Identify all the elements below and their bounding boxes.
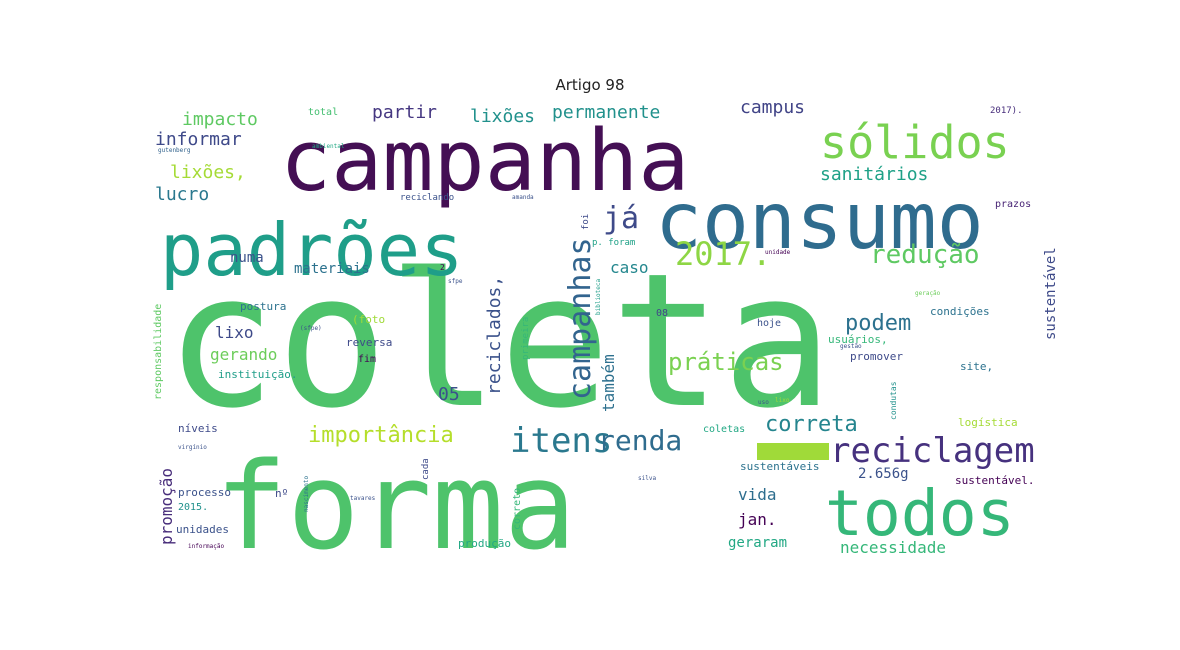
word-90: amanda bbox=[512, 194, 534, 201]
word-39: necessidade bbox=[840, 538, 946, 557]
word-35: 05 bbox=[438, 384, 460, 405]
word-66: gestão bbox=[840, 343, 862, 350]
word-80: sustentável. bbox=[955, 474, 1034, 487]
word-58: (sfpe) bbox=[300, 325, 322, 332]
word-45: ambiental bbox=[312, 143, 345, 150]
word-12: 2017. bbox=[675, 235, 771, 273]
word-9: renda bbox=[598, 424, 682, 457]
word-81: nº bbox=[275, 487, 288, 500]
word-57: (foto bbox=[352, 313, 385, 326]
word-40: 2.656g bbox=[858, 466, 909, 482]
word-42: total bbox=[308, 107, 338, 118]
word-84: unidades bbox=[176, 523, 229, 536]
word-14: práticas bbox=[668, 348, 784, 376]
word-44: gutenberg bbox=[158, 147, 191, 154]
word-21: campus bbox=[740, 97, 805, 118]
word-70: condutas bbox=[889, 381, 898, 420]
chart-title: Artigo 98 bbox=[555, 76, 625, 94]
word-79: silva bbox=[638, 475, 656, 482]
word-11: já bbox=[603, 201, 639, 236]
word-41: sustentável bbox=[1043, 247, 1059, 340]
word-33: gerando bbox=[210, 345, 277, 364]
word-83: 2015. bbox=[178, 502, 208, 513]
word-25: lixões, bbox=[170, 162, 246, 183]
word-37: jan. bbox=[738, 510, 777, 529]
word-89: produção bbox=[458, 537, 511, 550]
word-67: promover bbox=[850, 350, 903, 363]
word-55: responsabilidade bbox=[153, 304, 164, 400]
word-52: 2 bbox=[440, 263, 445, 272]
word-17: correta bbox=[765, 412, 858, 437]
word-63: hoje bbox=[757, 318, 781, 329]
word-71: uso bbox=[758, 399, 769, 406]
word-62: 08 bbox=[656, 308, 668, 319]
word-78: sustentáveis bbox=[740, 460, 819, 473]
word-28: lixões bbox=[470, 106, 535, 127]
word-8: itens bbox=[510, 421, 612, 461]
word-85: informação bbox=[188, 543, 225, 550]
word-64: condições bbox=[930, 305, 990, 318]
word-13: redução bbox=[870, 240, 980, 270]
word-32: lixo bbox=[215, 323, 254, 342]
word-10: campanhas bbox=[563, 237, 598, 400]
word-61: instituição. bbox=[218, 368, 297, 381]
word-7: reciclagem bbox=[830, 431, 1035, 471]
word-82: processo bbox=[178, 486, 231, 499]
word-2: campanha bbox=[280, 112, 689, 211]
word-86: nascimento bbox=[303, 475, 310, 512]
word-24: informar bbox=[155, 129, 242, 150]
word-3: consumo bbox=[655, 177, 984, 267]
word-19: também bbox=[599, 354, 618, 412]
cloud-bar-mark bbox=[757, 443, 829, 460]
word-31: caso bbox=[610, 258, 649, 277]
word-5: sólidos bbox=[820, 116, 1010, 169]
word-60: fim bbox=[358, 354, 376, 365]
word-36: vida bbox=[738, 485, 777, 504]
word-65: usuários, bbox=[828, 333, 888, 346]
word-43: 2017). bbox=[990, 106, 1023, 116]
word-72: lixo bbox=[775, 397, 790, 404]
word-68: site, bbox=[960, 360, 993, 373]
word-16: importância bbox=[308, 423, 454, 448]
word-54: geração bbox=[915, 290, 941, 297]
word-1: forma bbox=[215, 438, 576, 577]
word-49: p. foram bbox=[592, 238, 635, 248]
word-34: promoção bbox=[157, 468, 176, 545]
word-59: reversa bbox=[346, 336, 392, 349]
word-22: permanente bbox=[552, 102, 660, 123]
word-18: reciclados, bbox=[484, 276, 505, 395]
word-0: coleta bbox=[165, 233, 833, 449]
word-26: lucro bbox=[155, 184, 209, 205]
word-76: coletas bbox=[703, 424, 745, 435]
word-27: partir bbox=[372, 102, 437, 123]
word-23: impacto bbox=[182, 109, 258, 130]
word-69: primeira bbox=[521, 317, 531, 360]
word-38: geraram bbox=[728, 535, 787, 551]
word-30: materiais bbox=[294, 261, 370, 277]
word-56: postura bbox=[240, 300, 286, 313]
word-6: todos bbox=[825, 477, 1015, 550]
word-88: correto bbox=[512, 488, 523, 530]
word-77: cada bbox=[421, 458, 431, 480]
word-29: numa bbox=[230, 250, 264, 266]
word-4: padrões bbox=[160, 208, 463, 292]
word-47: prazos bbox=[995, 199, 1031, 210]
word-50: unidade bbox=[765, 249, 791, 256]
word-15: podem bbox=[845, 311, 911, 336]
word-75: virgínio bbox=[178, 444, 207, 451]
word-51: biblioteca bbox=[595, 278, 602, 315]
word-46: reciclando bbox=[400, 193, 454, 203]
word-87: tavares bbox=[350, 495, 376, 502]
word-74: níveis bbox=[178, 422, 218, 435]
word-53: sfpe bbox=[448, 278, 463, 285]
word-20: sanitários bbox=[820, 164, 928, 185]
word-73: logística bbox=[958, 416, 1018, 429]
word-48: foi bbox=[581, 214, 591, 230]
